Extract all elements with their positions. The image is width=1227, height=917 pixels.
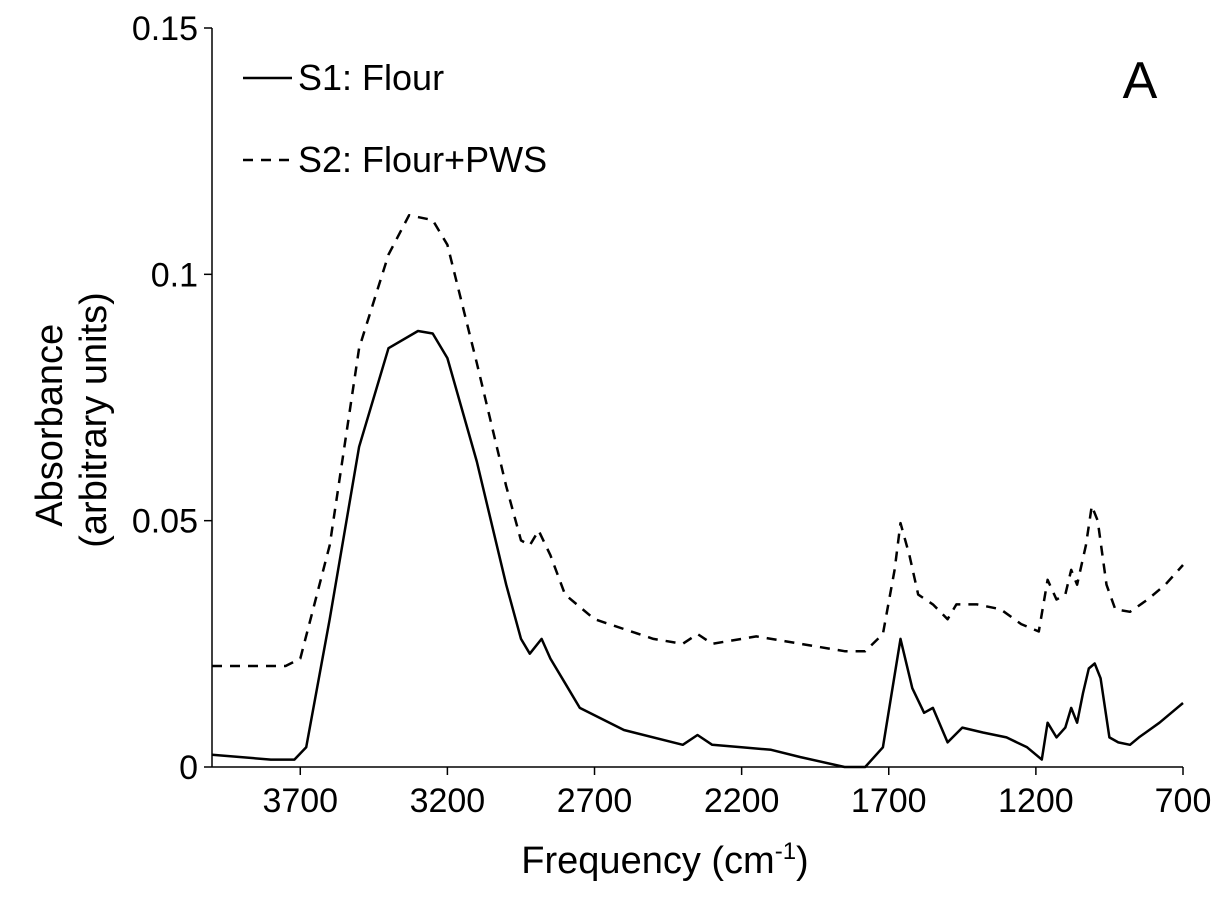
y-axis-title-line: Absorbance — [29, 324, 71, 527]
y-tick-label: 0.15 — [132, 10, 198, 48]
legend-label: S1: Flour — [298, 57, 444, 98]
legend-label: S2: Flour+PWS — [298, 139, 547, 180]
y-tick-label: 0 — [179, 749, 198, 787]
x-axis-title-suffix: ) — [796, 840, 809, 882]
x-axis-title-sup: -1 — [775, 838, 796, 865]
y-tick-label: 0.1 — [151, 256, 198, 294]
annotation: A — [1123, 52, 1158, 110]
x-axis-title-text: Frequency (cm — [521, 840, 774, 882]
y-axis-title-line: (arbitrary units) — [73, 292, 115, 548]
x-tick-label: 1200 — [998, 782, 1074, 820]
x-tick-label: 1700 — [851, 782, 927, 820]
x-axis-title: Frequency (cm-1) — [521, 838, 808, 882]
series-line — [212, 213, 1184, 668]
y-axis-title: Absorbance (arbitrary units) — [29, 292, 115, 548]
x-tick-label: 2700 — [557, 782, 633, 820]
x-tick-label: 3700 — [262, 782, 338, 820]
series-line — [211, 329, 1184, 769]
x-tick-label: 2200 — [704, 782, 780, 820]
x-tick-label: 700 — [1155, 782, 1212, 820]
x-tick-label: 3200 — [410, 782, 486, 820]
y-tick-label: 0.05 — [132, 503, 198, 541]
